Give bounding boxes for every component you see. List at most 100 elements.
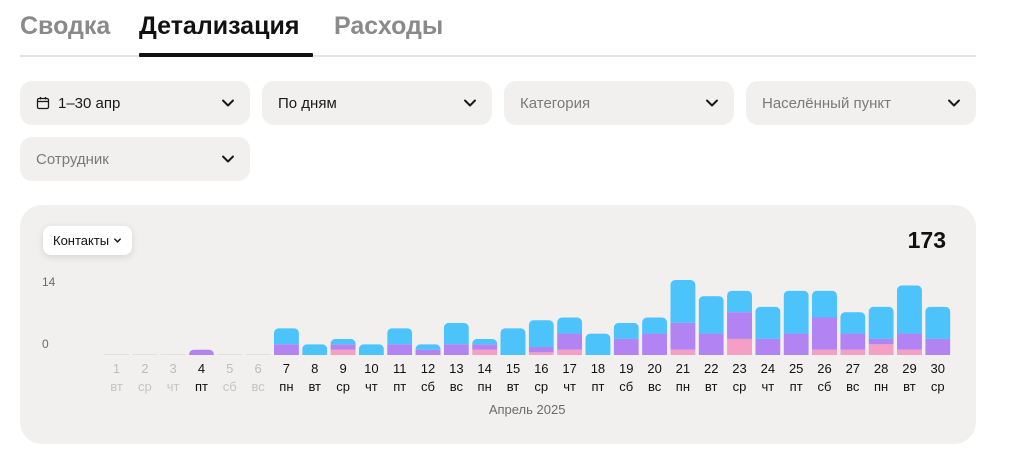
chevron-down-icon: [220, 151, 236, 167]
bar-segment: [528, 346, 554, 353]
x-tick-weekday: пт: [393, 379, 406, 394]
bar-segment: [557, 349, 583, 355]
x-tick-weekday: ср: [733, 379, 747, 394]
x-tick-day-number: 13: [449, 361, 463, 376]
x-tick-weekday: вс: [450, 379, 464, 394]
x-tick-day-number: 10: [364, 361, 378, 376]
bar-segment: [330, 349, 356, 355]
bar-segment: [755, 338, 781, 355]
x-tick-weekday: чт: [365, 379, 378, 394]
x-tick-weekday: чт: [563, 379, 576, 394]
bar-segment: [273, 328, 299, 345]
bar-segment: [585, 333, 611, 355]
bar-segment: [925, 306, 951, 339]
chevron-down-icon: [220, 95, 236, 111]
active-tab-underline: [139, 53, 313, 57]
empty-bar-baseline: [245, 354, 271, 355]
x-tick-weekday: пн: [478, 379, 492, 394]
employee-select[interactable]: Сотрудник: [20, 137, 250, 181]
x-tick-weekday: ср: [534, 379, 548, 394]
bar-segment: [670, 280, 696, 323]
chevron-down-icon: [113, 236, 122, 245]
bar-segment: [698, 333, 724, 355]
x-tick-day-number: 24: [761, 361, 775, 376]
empty-bar-baseline: [132, 354, 158, 355]
bar-segment: [896, 333, 922, 350]
x-tick-weekday: чт: [761, 379, 774, 394]
x-tick-weekday: пт: [195, 379, 208, 394]
bar-segment: [727, 338, 753, 355]
metric-select-button[interactable]: Контакты: [43, 226, 133, 255]
chevron-down-icon: [462, 95, 478, 111]
bar-segment: [925, 338, 951, 355]
bar-segment: [840, 349, 866, 355]
empty-bar-baseline: [217, 354, 243, 355]
tab-summary[interactable]: Сводка: [20, 12, 111, 40]
calendar-icon: [36, 96, 50, 110]
tab-bar: Сводка Детализация Расходы: [20, 10, 976, 57]
bar-segment: [896, 285, 922, 334]
bar-segment: [868, 338, 894, 345]
bar-segment: [415, 349, 441, 355]
x-tick-weekday: вс: [251, 379, 265, 394]
bar-segment: [868, 344, 894, 355]
bar-segment: [642, 317, 668, 334]
x-tick-weekday: вт: [507, 379, 520, 394]
bar-segment: [528, 352, 554, 355]
x-tick-weekday: пт: [591, 379, 604, 394]
x-tick-day-number: 5: [226, 361, 233, 376]
date-range-select[interactable]: 1–30 апр: [20, 81, 250, 125]
category-select[interactable]: Категория: [504, 81, 734, 125]
bar-chart: 0 14 1 вт 2 ср 3 чт 4 пт 5 сб 6 вс 7 пн 8 вт 9 ср 10 чт 11 пт 12…: [42, 275, 951, 417]
locality-placeholder: Населённый пункт: [762, 94, 892, 112]
x-tick-weekday: вт: [903, 379, 916, 394]
chevron-down-icon: [946, 95, 962, 111]
bar-segment: [840, 312, 866, 334]
bar-segment: [642, 333, 668, 355]
x-tick-weekday: сб: [421, 379, 435, 394]
x-tick-weekday: сб: [818, 379, 832, 394]
bar-segment: [613, 322, 639, 339]
total-value: 173: [907, 227, 946, 253]
bar-segment: [330, 338, 356, 345]
bar-segment: [528, 320, 554, 347]
x-tick-weekday: ср: [138, 379, 152, 394]
x-tick-day-number: 14: [477, 361, 491, 376]
bar-segment: [557, 317, 583, 334]
x-tick-day-number: 30: [931, 361, 945, 376]
bar-segment: [330, 344, 356, 350]
bar-segment: [500, 328, 526, 355]
bar-segment: [557, 333, 583, 350]
x-tick-day-number: 9: [339, 361, 346, 376]
tab-details[interactable]: Детализация: [139, 12, 300, 40]
tab-expenses[interactable]: Расходы: [334, 12, 444, 40]
x-tick-weekday: пн: [676, 379, 690, 394]
x-tick-day-number: 16: [534, 361, 548, 376]
y-tick-label: 14: [42, 275, 56, 289]
bar-segment: [302, 344, 328, 355]
bar-segment: [613, 338, 639, 355]
x-tick-day-number: 6: [254, 361, 261, 376]
bar-segment: [727, 290, 753, 313]
bar-segment: [868, 306, 894, 339]
bar-segment: [670, 322, 696, 350]
x-tick-weekday: вт: [110, 379, 123, 394]
x-tick-day-number: 22: [704, 361, 718, 376]
bar-segment: [812, 290, 837, 318]
x-tick-day-number: 2: [141, 361, 148, 376]
bar-segment: [358, 344, 384, 355]
empty-bar-baseline: [104, 354, 129, 355]
employee-placeholder: Сотрудник: [36, 150, 109, 168]
y-tick-label: 0: [42, 337, 49, 351]
x-tick-day-number: 4: [198, 361, 205, 376]
category-placeholder: Категория: [520, 94, 591, 112]
grouping-select[interactable]: По дням: [262, 81, 492, 125]
chart-card: Контакты 173 0 14 1 вт 2 ср 3 чт 4 пт 5 сб 6 вс 7 пн 8 вт…: [20, 205, 976, 444]
locality-select[interactable]: Населённый пункт: [746, 81, 976, 125]
bar-segment: [812, 317, 837, 350]
x-tick-day-number: 3: [170, 361, 177, 376]
bar-segment: [443, 344, 469, 355]
x-tick-day-number: 25: [789, 361, 803, 376]
x-tick-day-number: 11: [393, 361, 407, 376]
chevron-down-icon: [704, 95, 720, 111]
